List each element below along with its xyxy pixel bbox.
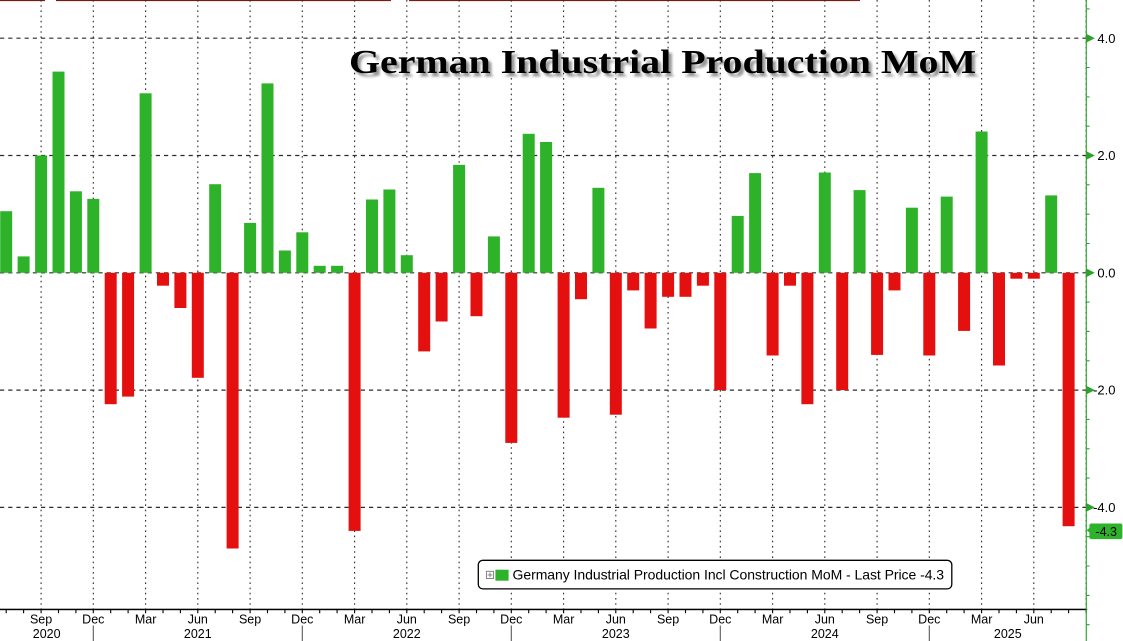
svg-text:Dec: Dec (709, 613, 731, 627)
svg-text:2020: 2020 (33, 627, 61, 641)
svg-text:Mar: Mar (762, 613, 784, 627)
svg-text:Jun: Jun (1024, 613, 1044, 627)
svg-text:Jun: Jun (606, 613, 626, 627)
svg-text:Germany Industrial Production: Germany Industrial Production Incl Const… (513, 567, 945, 583)
svg-text:Sep: Sep (448, 613, 470, 627)
svg-text:4.0: 4.0 (1097, 31, 1115, 46)
svg-text:-4.0: -4.0 (1093, 500, 1115, 515)
svg-text:2025: 2025 (994, 627, 1022, 641)
svg-text:Sep: Sep (30, 613, 52, 627)
svg-text:Mar: Mar (135, 613, 157, 627)
svg-text:Dec: Dec (918, 613, 940, 627)
svg-text:Mar: Mar (971, 613, 993, 627)
svg-text:0.0: 0.0 (1097, 265, 1115, 280)
svg-text:2023: 2023 (602, 627, 630, 641)
svg-text:Dec: Dec (82, 613, 104, 627)
svg-text:-2.0: -2.0 (1093, 383, 1115, 398)
svg-text:Jun: Jun (397, 613, 417, 627)
svg-text:Dec: Dec (291, 613, 313, 627)
svg-text:2022: 2022 (393, 627, 421, 641)
svg-text:Jun: Jun (188, 613, 208, 627)
svg-text:Mar: Mar (344, 613, 366, 627)
svg-text:Sep: Sep (239, 613, 261, 627)
svg-text:Sep: Sep (866, 613, 888, 627)
svg-text:Mar: Mar (553, 613, 575, 627)
svg-text:2021: 2021 (184, 627, 212, 641)
svg-text:Sep: Sep (657, 613, 679, 627)
svg-text:Jun: Jun (815, 613, 835, 627)
svg-text:2024: 2024 (811, 627, 839, 641)
svg-text:2.0: 2.0 (1097, 148, 1115, 163)
svg-text:-4.3: -4.3 (1095, 525, 1117, 539)
svg-text:Dec: Dec (500, 613, 522, 627)
